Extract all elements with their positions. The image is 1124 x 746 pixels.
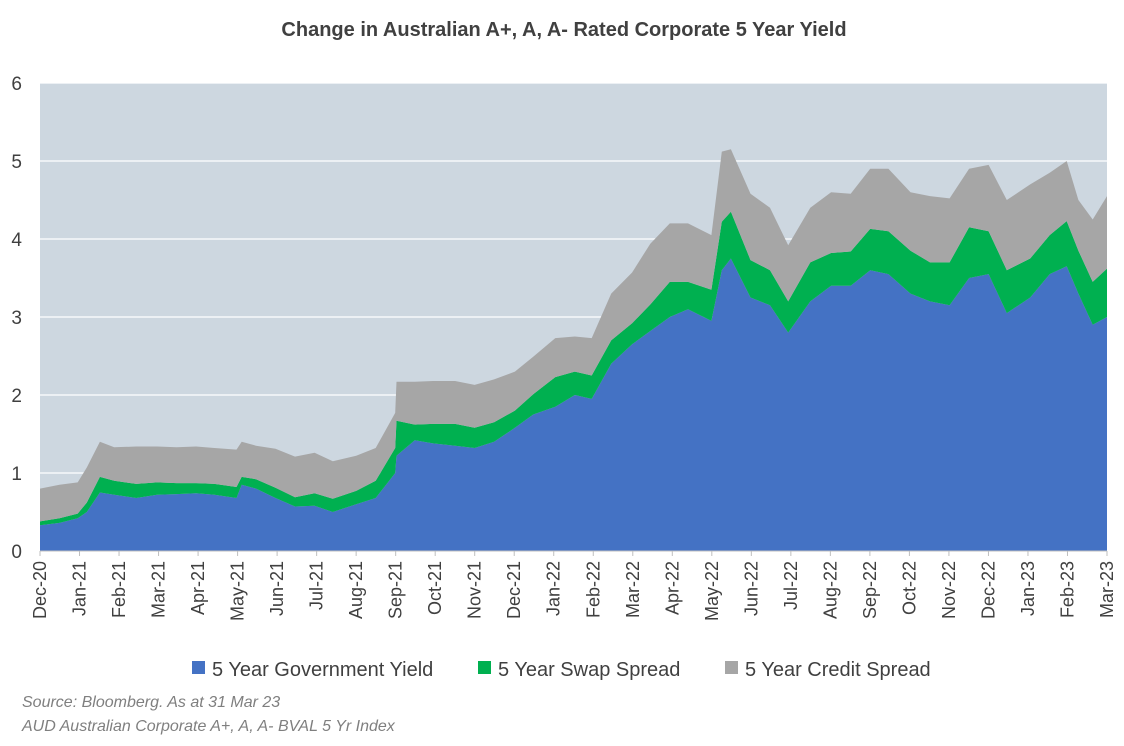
x-tick-label: Mar-21 [149, 561, 169, 618]
x-tick-label: Jul-22 [781, 561, 801, 610]
x-tick-label: Sep-22 [860, 561, 880, 619]
y-tick-label: 0 [11, 542, 22, 563]
area-series-2 [40, 211, 1107, 526]
x-tick-label: Dec-22 [978, 561, 998, 619]
x-tick-label: Apr-21 [188, 561, 208, 615]
x-axis: Dec-20 Jan-21 Feb-21 Mar-21 Apr-21 May-21 Jun-… [30, 551, 1117, 621]
x-tick-label: Nov-21 [465, 561, 485, 619]
x-tick-label: Sep-21 [386, 561, 406, 619]
legend-label: 5 Year Swap Spread [498, 659, 680, 681]
x-tick-label: Apr-22 [662, 561, 682, 615]
chart-title: Change in Australian A+, A, A- Rated Cor… [281, 19, 846, 41]
x-tick-label: Jan-22 [544, 561, 564, 616]
legend-swatch [192, 661, 205, 674]
legend-swatch [725, 661, 738, 674]
area-series-3 [40, 149, 1107, 522]
x-tick-label: Dec-20 [30, 561, 50, 619]
x-tick-label: Oct-21 [425, 561, 445, 615]
legend-label: 5 Year Credit Spread [745, 659, 931, 681]
y-axis: 0 1 2 3 4 5 6 [11, 74, 22, 563]
x-tick-label: Feb-23 [1057, 561, 1077, 618]
x-tick-label: Mar-22 [623, 561, 643, 618]
y-tick-label: 1 [11, 464, 22, 485]
legend-label: 5 Year Government Yield [212, 659, 433, 681]
y-tick-label: 3 [11, 308, 22, 329]
x-tick-label: Jul-21 [307, 561, 327, 610]
x-tick-label: Jun-21 [267, 561, 287, 616]
index-note: AUD Australian Corporate A+, A, A- BVAL … [22, 718, 395, 735]
y-tick-label: 2 [11, 386, 22, 407]
x-tick-label: Jan-21 [70, 561, 90, 616]
y-tick-label: 6 [11, 74, 22, 95]
x-tick-label: Aug-21 [346, 561, 366, 619]
source-note: Source: Bloomberg. As at 31 Mar 23 [22, 694, 281, 711]
x-tick-label: May-22 [702, 561, 722, 621]
x-tick-label: Jan-23 [1018, 561, 1038, 616]
legend-swatch [478, 661, 491, 674]
x-tick-label: Feb-21 [109, 561, 129, 618]
y-tick-label: 5 [11, 152, 22, 173]
y-tick-label: 4 [11, 230, 22, 251]
area-series-1 [40, 258, 1107, 551]
x-tick-label: Oct-22 [899, 561, 919, 615]
x-tick-label: Aug-22 [820, 561, 840, 619]
legend: 5 Year Government Yield 5 Year Swap Sprea… [192, 659, 931, 681]
x-tick-label: Nov-22 [939, 561, 959, 619]
x-tick-label: Jun-22 [741, 561, 761, 616]
stacked-areas [40, 149, 1107, 551]
x-tick-label: Feb-22 [583, 561, 603, 618]
x-tick-label: May-21 [228, 561, 248, 621]
x-tick-label: Dec-21 [504, 561, 524, 619]
x-tick-label: Mar-23 [1097, 561, 1117, 618]
